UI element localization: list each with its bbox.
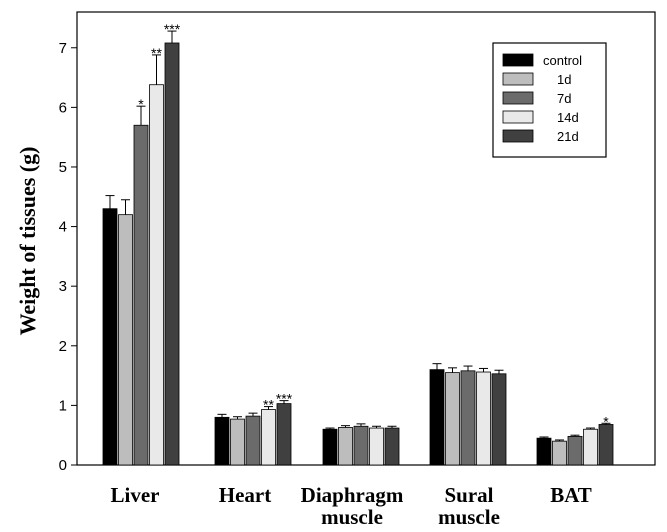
bar-control-4	[536, 437, 552, 466]
bar-1d-0	[118, 214, 133, 466]
significance-21d-1: ***	[276, 391, 293, 407]
significance-21d-0: ***	[164, 21, 181, 37]
bar-1d-2	[338, 427, 353, 466]
bar-1d-4	[552, 440, 567, 466]
bar-14d-3	[476, 371, 491, 466]
category-label-0-0: Liver	[111, 483, 160, 507]
bar-1d-1	[230, 418, 245, 466]
category-label-1-0: Heart	[219, 483, 271, 507]
bar-7d-1	[245, 415, 261, 466]
bar-control-1	[214, 416, 230, 466]
legend-label-1d: 1d	[557, 72, 571, 87]
bar-21d-0	[164, 42, 180, 466]
bar-control-3	[429, 369, 445, 466]
bar-14d-2	[369, 427, 384, 466]
y-tick-label-4: 4	[59, 219, 67, 236]
bar-14d-1	[261, 409, 276, 466]
y-tick-label-5: 5	[59, 159, 67, 176]
category-label-3-1: muscle	[438, 505, 500, 529]
bar-control-2	[322, 428, 338, 466]
legend-label-21d: 21d	[557, 129, 579, 144]
y-tick-label-6: 6	[59, 99, 67, 116]
bar-7d-3	[460, 370, 476, 466]
legend-swatch-21d	[502, 129, 534, 143]
bar-1d-3	[445, 372, 460, 466]
bar-21d-3	[491, 373, 507, 466]
bar-7d-4	[567, 435, 583, 466]
category-label-4-0: BAT	[550, 483, 592, 507]
y-axis: 0 1 2 3 4 5 6 7	[59, 40, 77, 474]
bar-21d-2	[384, 427, 400, 466]
significance-14d-1: **	[263, 397, 274, 413]
bar-14d-4	[583, 428, 598, 466]
y-tick-label-7: 7	[59, 40, 67, 57]
category-label-2-1: muscle	[321, 505, 383, 529]
significance-7d-0: *	[138, 96, 144, 112]
bar-7d-0	[133, 124, 149, 466]
bar-21d-4	[598, 424, 614, 466]
category-label-2-0: Diaphragm	[301, 483, 404, 507]
significance-14d-0: **	[151, 45, 162, 61]
legend: control 1d 7d 14d 21d	[492, 42, 607, 158]
bar-21d-1	[276, 403, 292, 466]
bar-7d-2	[353, 425, 369, 466]
bars: ******** ****	[102, 21, 614, 466]
bar-14d-0	[149, 84, 164, 466]
category-label-3-0: Sural	[444, 483, 493, 507]
legend-swatch-control	[502, 53, 534, 67]
legend-swatch-1d	[502, 72, 534, 86]
y-tick-label-2: 2	[59, 338, 67, 355]
significance-21d-4: *	[603, 413, 609, 429]
y-tick-label-3: 3	[59, 278, 67, 295]
y-tick-label-1: 1	[59, 397, 67, 414]
y-tick-label-0: 0	[59, 457, 67, 474]
legend-label-control: control	[543, 53, 582, 68]
legend-swatch-7d	[502, 91, 534, 105]
legend-label-7d: 7d	[557, 91, 571, 106]
y-axis-label: Weight of tissues (g)	[15, 147, 40, 336]
legend-label-14d: 14d	[557, 110, 579, 125]
legend-swatch-14d	[502, 110, 534, 124]
bar-control-0	[102, 208, 118, 466]
